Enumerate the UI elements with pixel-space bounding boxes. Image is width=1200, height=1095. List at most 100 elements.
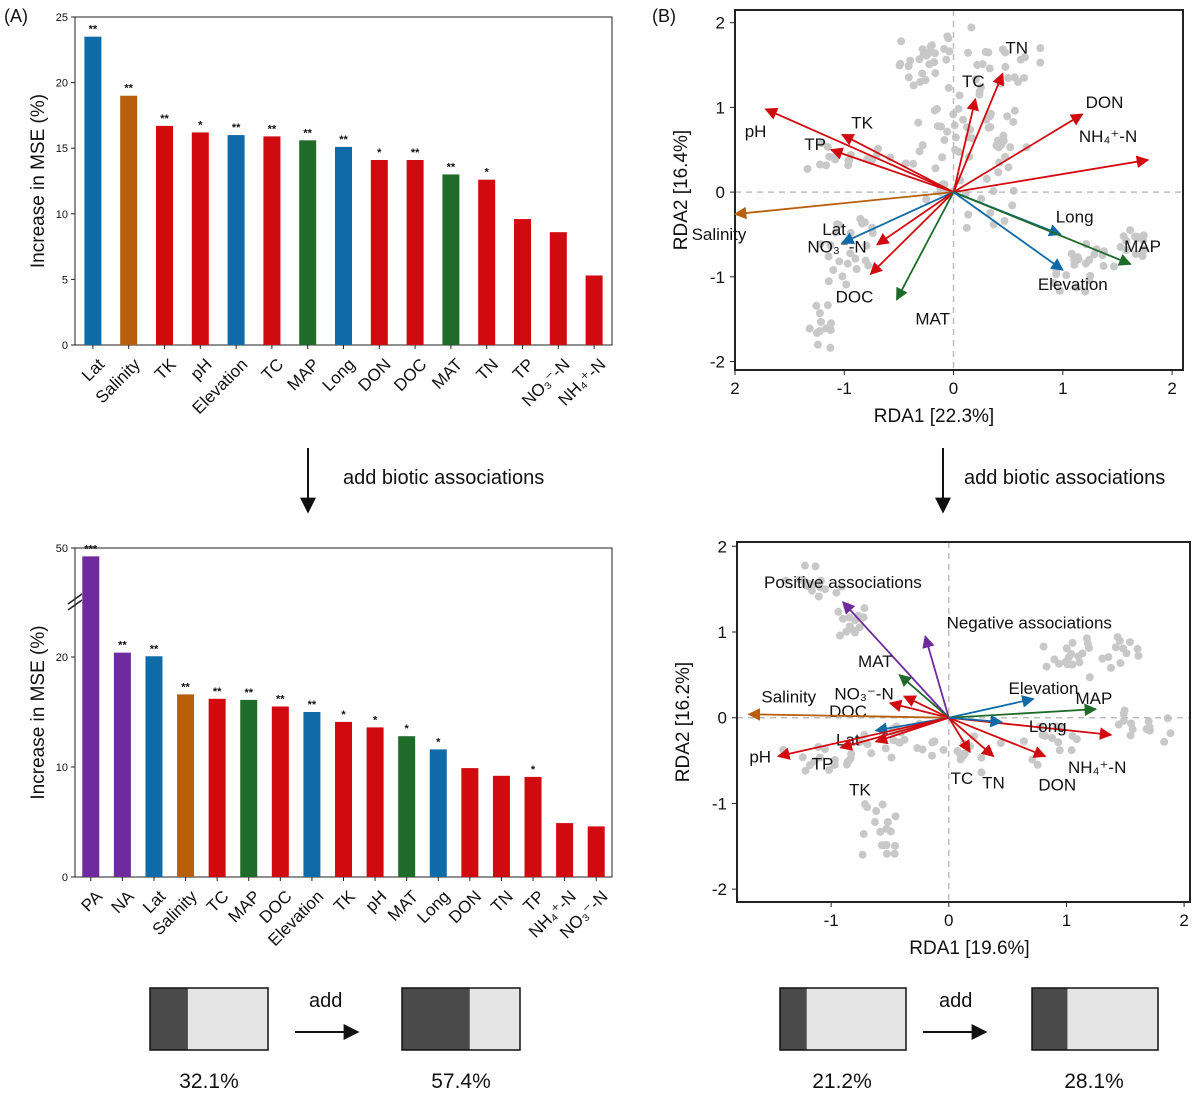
- x-tick-label: MAT: [428, 355, 466, 393]
- sample-point: [1003, 112, 1012, 121]
- sample-point: [1009, 117, 1018, 126]
- sample-point: [824, 252, 833, 261]
- sample-point: [931, 164, 940, 173]
- y-tick-label: 25: [56, 12, 68, 24]
- sample-point: [824, 277, 833, 286]
- significance-label: **: [181, 681, 190, 693]
- bar: [585, 275, 603, 345]
- arrow-label: TP: [812, 755, 834, 774]
- x-tick-label: DON: [445, 887, 485, 927]
- sample-point: [1104, 652, 1113, 661]
- loading-arrow: [952, 97, 979, 193]
- significance-label: **: [124, 83, 133, 95]
- significance-label: *: [405, 723, 410, 735]
- x-tick-label: -1: [824, 911, 839, 930]
- sample-point: [1111, 643, 1120, 652]
- sample-point: [925, 60, 934, 69]
- sample-point: [801, 766, 810, 775]
- y-tick-label: 20: [56, 78, 68, 90]
- sample-point: [835, 257, 844, 266]
- sample-point: [882, 849, 891, 858]
- sample-point: [1014, 77, 1023, 86]
- sample-point: [855, 623, 864, 632]
- sample-point: [881, 744, 890, 753]
- bar: [263, 136, 281, 345]
- significance-label: **: [213, 686, 222, 698]
- sample-point: [959, 115, 968, 124]
- sample-point: [1067, 746, 1076, 755]
- sample-point: [882, 841, 891, 850]
- sample-point: [933, 122, 942, 131]
- sample-point: [927, 41, 936, 50]
- sample-point: [883, 818, 892, 827]
- significance-label: **: [268, 123, 277, 135]
- loading-arrow: [948, 714, 1003, 728]
- x-tick-label: 2: [1179, 911, 1188, 930]
- loading-arrow: [829, 147, 954, 193]
- bar: [240, 699, 258, 877]
- sample-point: [812, 301, 821, 310]
- bar: [442, 174, 460, 345]
- sample-point: [842, 627, 851, 636]
- box-fill: [1032, 988, 1068, 1050]
- sample-point: [1039, 642, 1048, 651]
- sample-point: [1072, 256, 1081, 265]
- sample-point: [921, 76, 930, 85]
- sample-point: [1127, 719, 1136, 728]
- panel-label-b: (B): [652, 6, 676, 26]
- bar: [299, 140, 317, 345]
- sample-point: [887, 753, 896, 762]
- loading-arrow: [953, 191, 1064, 271]
- sample-point: [809, 580, 818, 589]
- box-frame: [779, 987, 907, 1051]
- x-tick-label: MAP: [284, 355, 323, 394]
- bar: [492, 775, 510, 877]
- y-axis-label: Increase in MSE (%): [28, 625, 49, 799]
- bar: [370, 160, 388, 345]
- loading-arrow: [953, 155, 1150, 194]
- arrow-label: TP: [804, 135, 826, 154]
- sample-point: [1001, 62, 1010, 71]
- bar: [177, 694, 195, 877]
- sample-point: [985, 64, 994, 73]
- sample-point: [982, 174, 991, 183]
- sample-point: [829, 266, 838, 275]
- arrow-label: pH: [745, 122, 767, 141]
- sample-point: [945, 47, 954, 56]
- loading-arrow: [840, 133, 954, 193]
- sample-point: [1160, 737, 1169, 746]
- bar: [514, 219, 531, 345]
- sample-point: [816, 160, 825, 169]
- loading-arrow: [948, 703, 1098, 719]
- sample-point: [977, 194, 986, 203]
- sample-point: [971, 75, 980, 84]
- sample-point: [915, 147, 924, 156]
- sample-point: [1068, 731, 1077, 740]
- sample-point: [918, 141, 927, 150]
- sample-point: [864, 261, 873, 270]
- sample-point: [1139, 231, 1148, 240]
- sample-point: [967, 23, 976, 32]
- sample-point: [1004, 163, 1013, 172]
- loading-arrow: [869, 191, 955, 276]
- sample-point: [810, 757, 819, 766]
- sample-point: [1052, 270, 1061, 279]
- y-axis-label: Increase in MSE (%): [28, 94, 49, 268]
- y-tick-label: 10: [56, 762, 68, 774]
- sample-point: [940, 136, 949, 145]
- arrow-label: TC: [962, 72, 985, 91]
- variance-explained-boxes: 32.1% 57.4% 21.2% 28.1%: [149, 987, 1159, 1093]
- sample-points: [803, 23, 1148, 352]
- sample-point: [781, 576, 790, 585]
- loading-arrow: [874, 716, 950, 745]
- axis-break-marks: [67, 593, 83, 611]
- sample-point: [975, 90, 984, 99]
- sample-point: [868, 229, 877, 238]
- loading-arrow: [898, 674, 950, 719]
- sample-point: [858, 219, 867, 228]
- y-tick-label: 1: [716, 98, 725, 117]
- sample-point: [827, 319, 836, 328]
- sample-point: [931, 69, 940, 78]
- x-tick-label: 1: [1062, 911, 1071, 930]
